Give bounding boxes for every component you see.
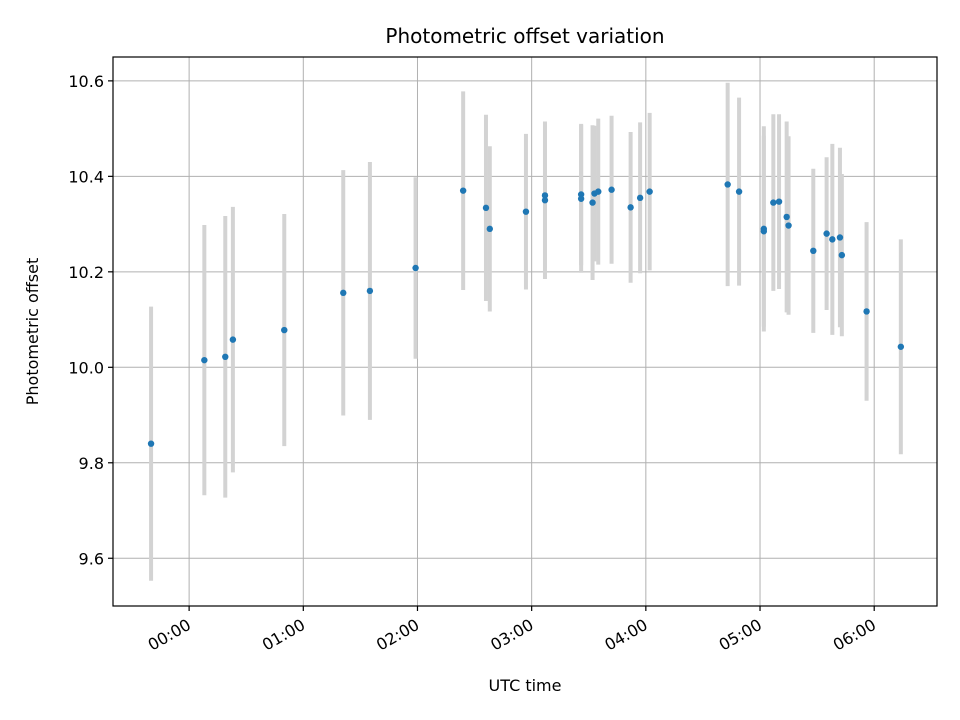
- x-tick-label: 05:00: [716, 615, 765, 655]
- data-point: [482, 204, 490, 212]
- data-point: [770, 199, 777, 206]
- data-point: [147, 440, 155, 447]
- data-point: [627, 204, 634, 211]
- x-axis-ticks: 00:00 01:00 02:00 03:00 04:00 05:00 06:00: [145, 606, 879, 655]
- data-point: [829, 236, 836, 243]
- y-tick-label: 9.6: [79, 549, 104, 568]
- data-point: [201, 356, 208, 364]
- x-tick-label: 02:00: [373, 615, 422, 655]
- error-bars: [149, 82, 903, 581]
- data-point: [459, 187, 467, 194]
- data-point: [785, 222, 792, 229]
- data-point: [636, 194, 644, 202]
- data-point: [589, 199, 596, 206]
- data-point: [863, 308, 870, 315]
- data-point: [577, 195, 585, 202]
- plot-frame: [112, 56, 938, 607]
- y-tick-label: 10.0: [68, 358, 104, 377]
- data-point: [838, 251, 846, 259]
- data-point: [340, 289, 347, 297]
- data-point: [775, 198, 783, 205]
- data-point: [760, 228, 768, 235]
- y-tick-label: 10.6: [68, 72, 104, 91]
- x-tick-label: 01:00: [259, 615, 308, 655]
- data-point: [646, 188, 653, 195]
- data-point: [836, 234, 844, 241]
- y-axis-ticks: 9.6 9.8 10.0 10.2 10.4 10.6: [68, 72, 113, 568]
- y-axis-label: Photometric offset: [23, 258, 42, 406]
- data-point: [823, 230, 830, 237]
- data-point: [595, 188, 602, 195]
- data-point: [608, 186, 615, 193]
- chart-title: Photometric offset variation: [385, 24, 664, 48]
- data-point: [897, 343, 905, 350]
- data-point: [229, 336, 237, 343]
- y-tick-label: 9.8: [79, 454, 104, 473]
- data-point: [281, 326, 288, 334]
- x-tick-label: 03:00: [487, 615, 536, 655]
- data-point: [735, 188, 743, 195]
- data-point: [522, 208, 530, 215]
- x-tick-label: 04:00: [601, 615, 650, 655]
- x-tick-label: 00:00: [145, 615, 194, 655]
- y-tick-label: 10.4: [68, 167, 104, 186]
- x-axis-label: UTC time: [489, 676, 562, 695]
- data-point: [541, 197, 549, 204]
- x-tick-label: 06:00: [830, 615, 879, 655]
- data-point: [412, 264, 419, 272]
- data-point: [541, 192, 549, 199]
- data-point: [366, 287, 374, 295]
- data-point: [724, 181, 731, 188]
- data-point: [486, 225, 493, 233]
- data-point: [783, 213, 790, 221]
- y-tick-label: 10.2: [68, 263, 104, 282]
- data-point: [810, 247, 817, 255]
- data-point: [222, 353, 229, 361]
- data-points: [147, 181, 905, 447]
